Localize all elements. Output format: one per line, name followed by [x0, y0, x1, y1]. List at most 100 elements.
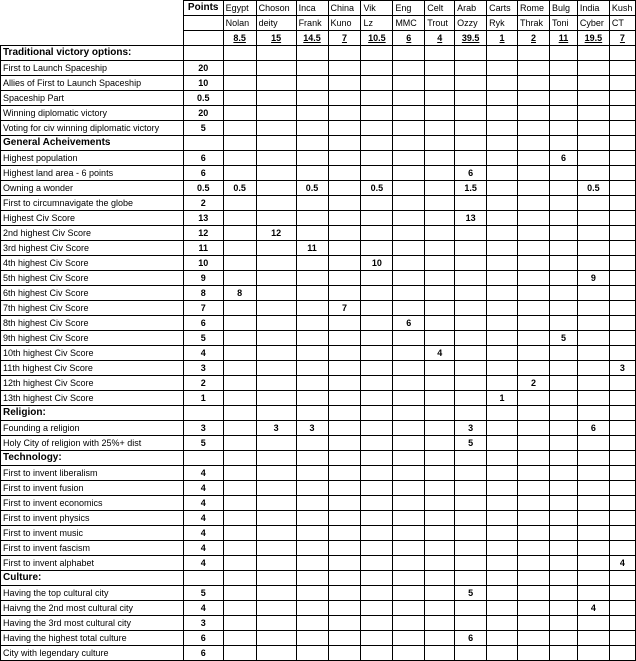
points-cell[interactable]: 1 [182, 390, 224, 406]
score-cell[interactable] [454, 390, 488, 406]
score-cell[interactable] [548, 435, 578, 451]
criterion-label[interactable]: Having the top cultural city [0, 585, 184, 601]
score-cell[interactable]: 3 [255, 420, 297, 436]
score-cell[interactable] [454, 345, 488, 361]
score-cell[interactable] [517, 480, 550, 496]
score-cell[interactable] [454, 120, 488, 136]
score-cell[interactable] [548, 480, 578, 496]
score-cell[interactable] [255, 135, 297, 151]
score-cell[interactable] [517, 390, 550, 406]
score-cell[interactable] [576, 405, 610, 421]
score-cell[interactable] [327, 285, 362, 301]
score-cell[interactable] [548, 510, 578, 526]
score-cell[interactable] [327, 150, 362, 166]
score-cell[interactable] [327, 360, 362, 376]
score-cell[interactable] [222, 315, 257, 331]
score-cell[interactable] [360, 465, 394, 481]
score-cell[interactable] [486, 630, 519, 646]
score-cell[interactable] [486, 225, 519, 241]
score-cell[interactable] [392, 570, 426, 586]
score-cell[interactable] [360, 315, 394, 331]
score-cell[interactable] [255, 345, 297, 361]
criterion-label[interactable]: Highest population [0, 150, 184, 166]
criterion-label[interactable]: Highest land area - 6 points [0, 165, 184, 181]
score-cell[interactable] [255, 330, 297, 346]
points-cell[interactable]: 20 [182, 60, 224, 76]
score-cell[interactable] [548, 240, 578, 256]
score-cell[interactable] [548, 390, 578, 406]
score-cell[interactable] [255, 525, 297, 541]
score-cell[interactable] [454, 225, 488, 241]
score-cell[interactable] [295, 465, 329, 481]
score-cell[interactable] [327, 450, 362, 466]
score-cell[interactable]: 6 [576, 420, 610, 436]
score-cell[interactable] [608, 645, 636, 661]
score-cell[interactable] [576, 645, 610, 661]
points-cell[interactable]: 4 [182, 465, 224, 481]
points-cell[interactable]: 4 [182, 525, 224, 541]
score-cell[interactable] [392, 210, 426, 226]
score-cell[interactable] [548, 195, 578, 211]
score-cell[interactable] [548, 255, 578, 271]
score-cell[interactable] [222, 570, 257, 586]
criterion-label[interactable]: First to invent liberalism [0, 465, 184, 481]
score-cell[interactable] [576, 540, 610, 556]
score-cell[interactable] [454, 255, 488, 271]
score-cell[interactable] [222, 360, 257, 376]
criterion-label[interactable]: 11th highest Civ Score [0, 360, 184, 376]
score-cell[interactable] [392, 225, 426, 241]
score-cell[interactable] [360, 345, 394, 361]
score-cell[interactable] [454, 360, 488, 376]
score-cell[interactable]: 12 [255, 225, 297, 241]
score-cell[interactable] [517, 450, 550, 466]
score-cell[interactable] [548, 360, 578, 376]
score-cell[interactable] [327, 615, 362, 631]
score-cell[interactable] [327, 45, 362, 61]
score-cell[interactable] [327, 525, 362, 541]
score-cell[interactable] [360, 420, 394, 436]
score-cell[interactable] [295, 480, 329, 496]
score-cell[interactable] [486, 450, 519, 466]
score-cell[interactable] [327, 270, 362, 286]
score-cell[interactable] [424, 165, 456, 181]
score-cell[interactable] [486, 165, 519, 181]
score-cell[interactable] [548, 180, 578, 196]
score-cell[interactable] [392, 45, 426, 61]
score-cell[interactable] [255, 150, 297, 166]
score-cell[interactable] [486, 270, 519, 286]
score-cell[interactable] [360, 105, 394, 121]
score-cell[interactable] [486, 465, 519, 481]
score-cell[interactable] [255, 480, 297, 496]
score-cell[interactable] [548, 135, 578, 151]
score-cell[interactable] [327, 240, 362, 256]
score-cell[interactable] [608, 570, 636, 586]
score-cell[interactable] [517, 405, 550, 421]
score-cell[interactable] [576, 285, 610, 301]
score-cell[interactable] [392, 435, 426, 451]
score-cell[interactable] [576, 330, 610, 346]
points-cell[interactable]: 6 [182, 645, 224, 661]
points-cell[interactable]: 3 [182, 360, 224, 376]
score-cell[interactable] [392, 240, 426, 256]
score-cell[interactable] [222, 225, 257, 241]
score-cell[interactable] [517, 315, 550, 331]
score-cell[interactable] [486, 90, 519, 106]
score-cell[interactable] [576, 465, 610, 481]
score-cell[interactable] [486, 405, 519, 421]
score-cell[interactable] [424, 600, 456, 616]
score-cell[interactable] [548, 600, 578, 616]
points-cell[interactable]: 6 [182, 315, 224, 331]
score-cell[interactable] [295, 285, 329, 301]
criterion-label[interactable]: First to invent fusion [0, 480, 184, 496]
score-cell[interactable] [486, 345, 519, 361]
score-cell[interactable] [295, 615, 329, 631]
score-cell[interactable] [454, 285, 488, 301]
score-cell[interactable] [327, 630, 362, 646]
score-cell[interactable] [222, 240, 257, 256]
score-cell[interactable] [517, 600, 550, 616]
score-cell[interactable] [360, 525, 394, 541]
score-cell[interactable] [424, 210, 456, 226]
score-cell[interactable] [517, 540, 550, 556]
score-cell[interactable] [576, 450, 610, 466]
score-cell[interactable] [255, 450, 297, 466]
